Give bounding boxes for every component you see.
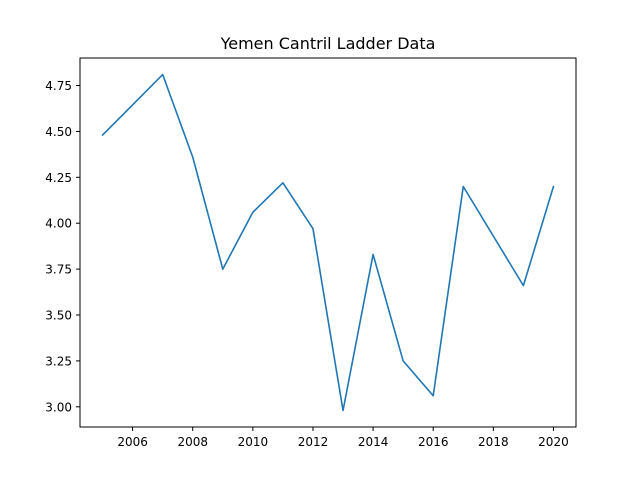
y-tick-label: 4.50 (45, 125, 72, 139)
x-tick-label: 2016 (418, 435, 449, 449)
axes-frame (79, 57, 577, 428)
y-tick-label: 3.75 (45, 263, 72, 277)
x-tick-label: 2008 (177, 435, 208, 449)
x-tick-label: 2020 (538, 435, 569, 449)
x-tick-label: 2012 (298, 435, 329, 449)
x-tick-label: 2014 (358, 435, 389, 449)
x-tick-label: 2010 (238, 435, 269, 449)
y-tick-label: 3.25 (45, 354, 72, 368)
y-tick-label: 4.00 (45, 217, 72, 231)
x-tick-label: 2006 (117, 435, 148, 449)
y-tick-label: 4.25 (45, 171, 72, 185)
x-tick-label: 2018 (478, 435, 509, 449)
series-line-0 (101, 73, 555, 412)
chart-title: Yemen Cantril Ladder Data (220, 34, 436, 53)
y-tick-label: 4.75 (45, 79, 72, 93)
plot-area: 2006 2008 2010 2012 2014 2016 2018 2020 3.00 3.25… (45, 57, 577, 449)
y-tick-label: 3.00 (45, 400, 72, 414)
y-tick-label: 3.50 (45, 309, 72, 323)
